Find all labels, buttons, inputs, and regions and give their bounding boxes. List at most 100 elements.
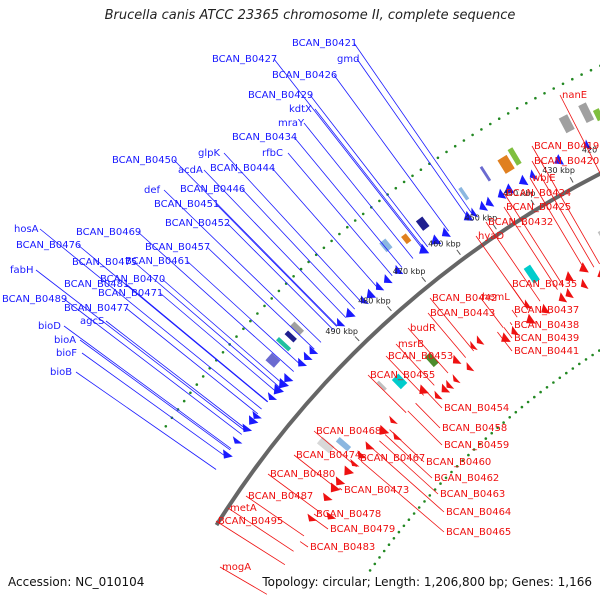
gc-dot — [373, 562, 377, 566]
gc-dot — [436, 156, 440, 160]
plus-strand-gene — [471, 207, 479, 218]
gc-dot — [484, 437, 488, 440]
gc-dot — [461, 459, 465, 463]
minus-label-leader — [559, 94, 600, 174]
minus-label-leader — [215, 520, 286, 566]
plus-label-leader — [186, 260, 301, 365]
minus-strand-gene — [597, 269, 600, 278]
cog-category-block — [316, 436, 335, 454]
plus-gene-label: mraY — [278, 118, 305, 129]
plus-label-leader — [105, 320, 247, 430]
gc-dot — [445, 150, 448, 154]
gc-dot — [589, 68, 593, 72]
plus-gene-label: agcS — [80, 316, 104, 327]
minus-label-leader — [219, 566, 268, 595]
gc-dot — [201, 375, 205, 378]
cog-category-block — [335, 437, 352, 452]
plus-label-leader — [137, 231, 294, 372]
minus-label-leader — [415, 402, 441, 429]
minus-gene-label: BCAN_B0464 — [446, 507, 511, 518]
gc-dot — [387, 543, 391, 546]
plus-label-leader — [273, 58, 424, 251]
minus-gene-label: BCAN_B0483 — [310, 542, 375, 553]
minus-strand-gene — [379, 424, 390, 435]
gc-dot — [584, 358, 588, 361]
minus-label-leader — [315, 519, 329, 530]
gc-dot — [558, 376, 562, 380]
plus-strand-gene — [394, 264, 404, 275]
plus-gene-label: def — [144, 185, 161, 196]
minus-strand-gene — [452, 354, 462, 364]
minus-gene-label: BCAN_B0473 — [344, 485, 409, 496]
minus-gene-label: BCAN_B0454 — [444, 403, 509, 414]
minus-gene-label: budR — [410, 323, 436, 334]
gc-dot — [378, 199, 381, 203]
minus-gene-label: BCAN_B0437 — [514, 305, 579, 316]
gc-dot — [428, 494, 432, 497]
plus-label-leader — [133, 261, 281, 388]
minus-strand-gene — [307, 513, 318, 522]
cog-category-block — [424, 352, 439, 368]
minus-label-leader — [313, 513, 318, 517]
cog-category-block — [497, 154, 515, 174]
plus-strand-gene — [360, 295, 369, 305]
gc-dot — [242, 327, 245, 331]
cog-category-block — [479, 166, 492, 182]
cog-category-block — [275, 336, 292, 352]
minus-strand-gene — [526, 313, 536, 324]
minus-label-leader — [511, 309, 518, 318]
gc-dot — [256, 312, 259, 315]
gc-dot — [419, 168, 423, 171]
minus-gene-label: BCAN_B0463 — [440, 489, 505, 500]
minus-gene-label: metA — [230, 503, 257, 514]
gc-dot — [539, 390, 542, 394]
plus-label-leader — [173, 159, 338, 327]
gc-content-track — [164, 64, 600, 572]
gc-dot — [346, 225, 349, 229]
minus-strand-gene — [389, 415, 398, 424]
minus-strand-gene — [579, 262, 589, 273]
minus-label-leader — [361, 460, 445, 533]
minus-strand-gene — [470, 340, 478, 351]
scale-tick — [456, 249, 461, 255]
minus-strand-gene — [441, 383, 451, 393]
plus-label-leader — [271, 167, 379, 289]
cog-category-block — [376, 380, 387, 391]
minus-label-leader — [245, 495, 305, 537]
gc-dot — [368, 569, 372, 572]
gc-dot — [534, 96, 537, 100]
gc-dot — [508, 416, 512, 419]
plus-label-leader — [314, 108, 425, 250]
plus-gene-label: BCAN_B0469 — [76, 227, 141, 238]
minus-strand-gene — [434, 390, 443, 400]
gc-dot — [270, 297, 274, 300]
plus-strand-gene — [584, 139, 592, 151]
backbone-track — [214, 171, 600, 527]
plus-label-leader — [77, 244, 268, 403]
gc-dot — [164, 425, 168, 428]
plus-gene-label: fabH — [10, 265, 34, 276]
minus-gene-label: BCAN_B0438 — [514, 320, 579, 331]
plus-label-leader — [309, 94, 429, 248]
minus-gene-label: hyaD — [478, 231, 504, 242]
gc-dot — [543, 92, 546, 95]
gc-dot — [502, 421, 505, 424]
gc-dot — [514, 410, 518, 414]
plus-label-leader — [63, 298, 242, 435]
minus-gene-label: BCAN_B0495 — [218, 516, 283, 527]
gc-dot — [189, 391, 192, 395]
minus-gene-label: mogA — [222, 562, 251, 573]
plus-gene-label: BCAN_B0461 — [125, 256, 190, 267]
gc-dot — [472, 448, 476, 451]
plus-gene-label: BCAN_B0481 — [64, 279, 129, 290]
plus-gene-label: bioA — [54, 335, 76, 346]
cog-category-block — [401, 233, 412, 245]
gc-dot — [277, 289, 281, 293]
minus-gene-label: BCAN_B0453 — [388, 351, 453, 362]
plus-strand-gene — [345, 307, 356, 318]
plus-strand-gene — [242, 423, 253, 433]
plus-strand-gene — [366, 288, 377, 299]
minus-label-leader — [509, 322, 513, 326]
minus-label-leader — [395, 343, 435, 386]
